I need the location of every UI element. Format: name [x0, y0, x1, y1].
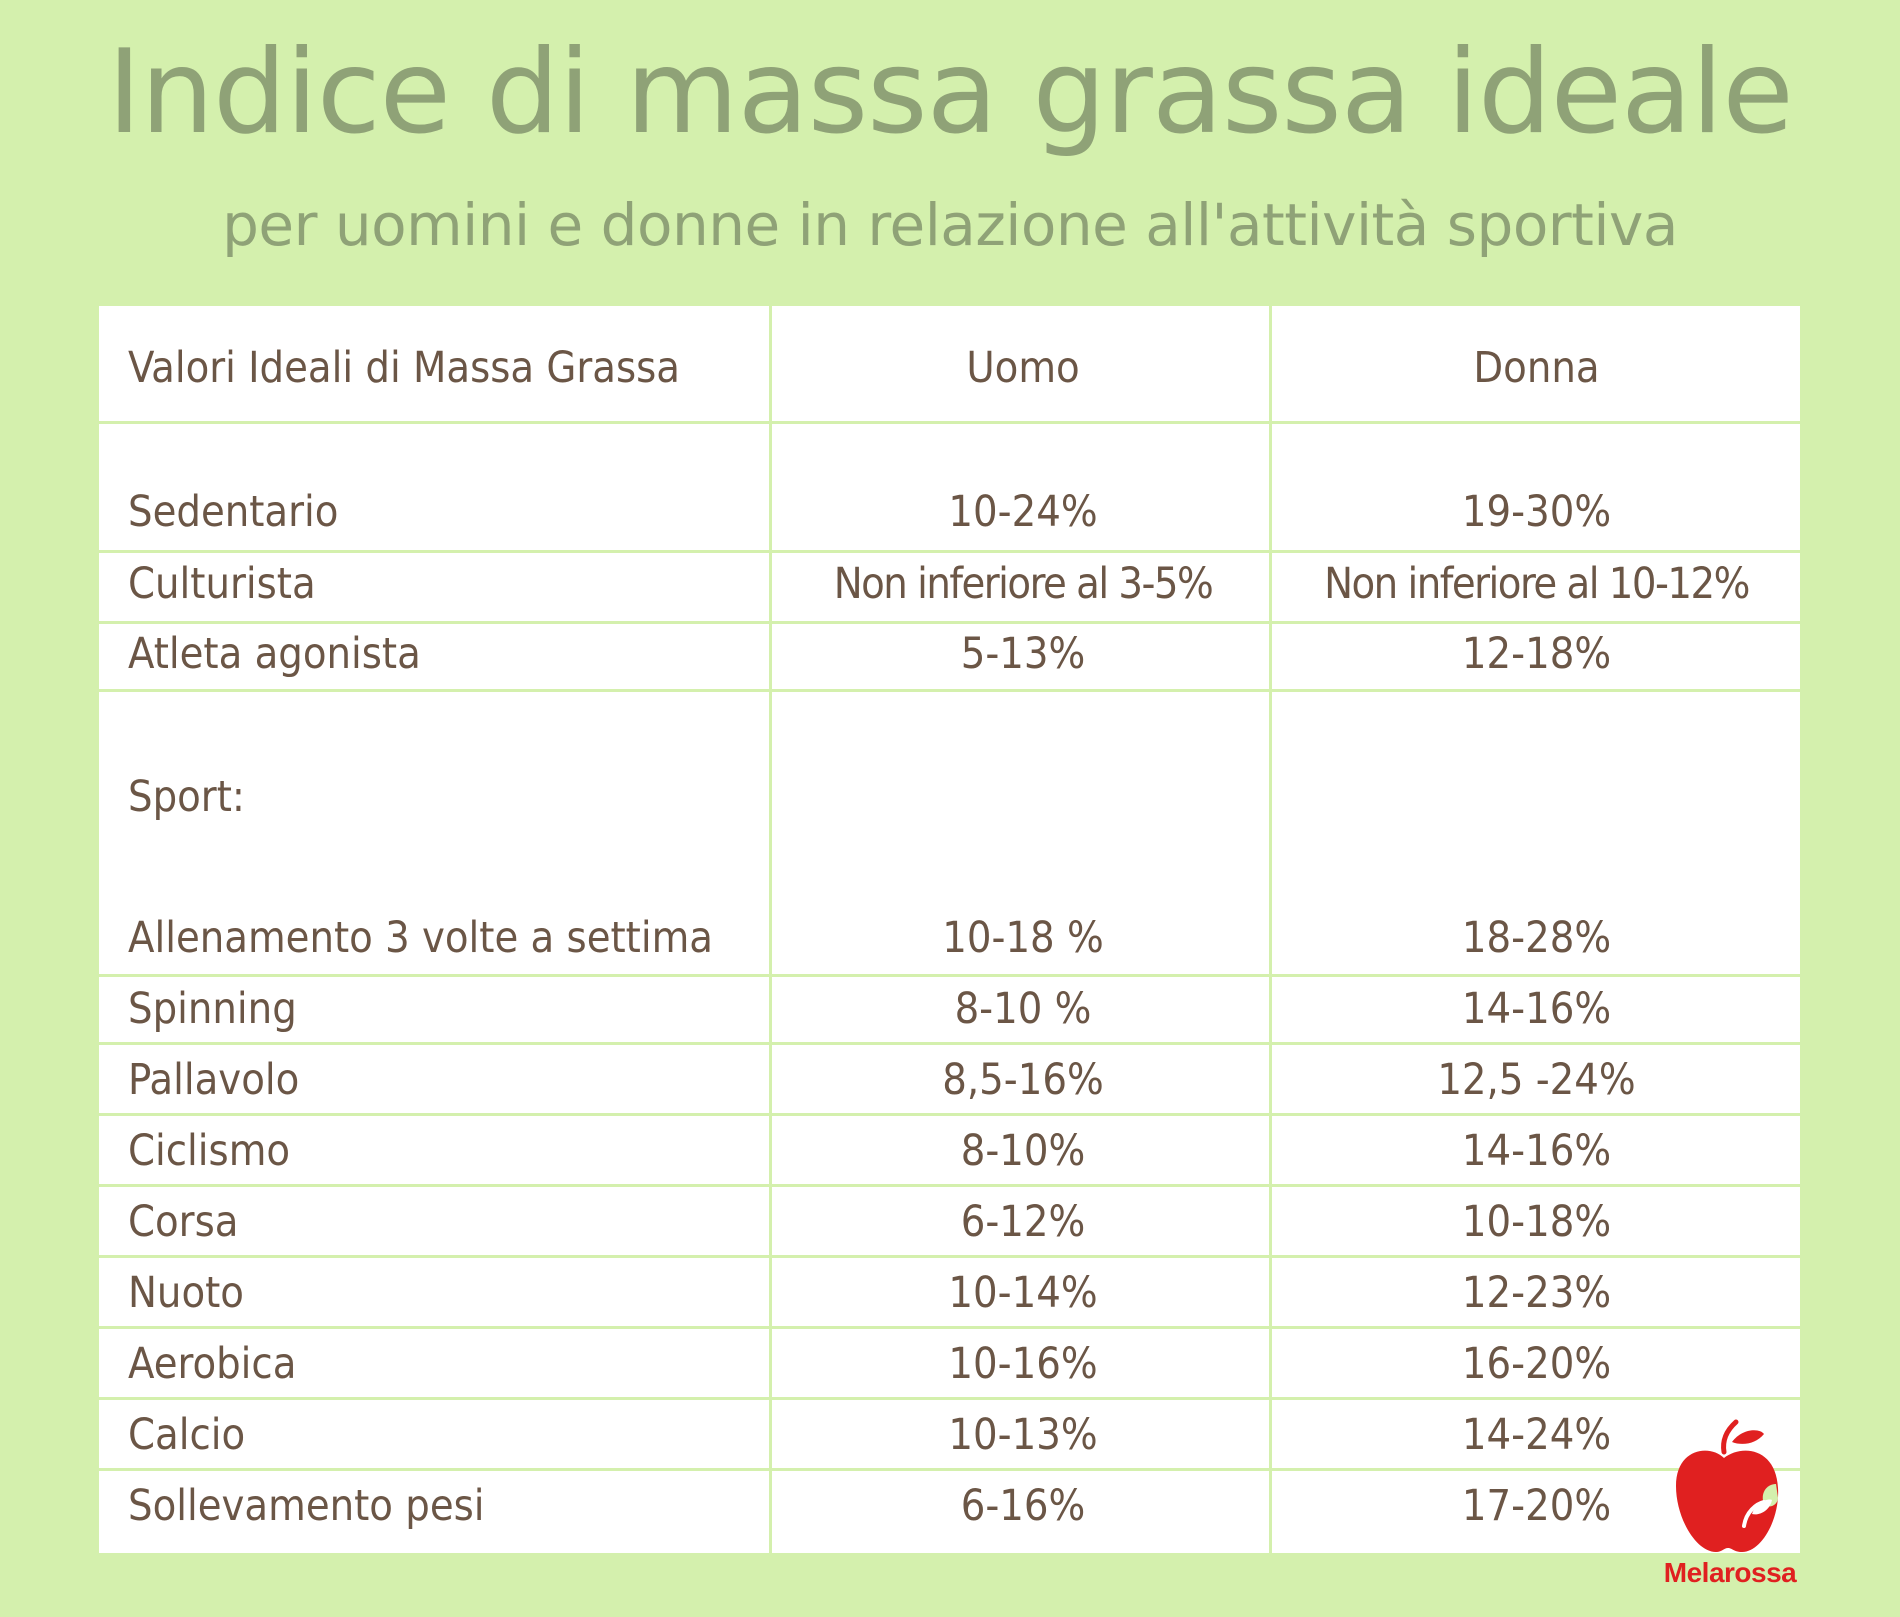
table-divider: [99, 974, 1800, 977]
row-value-uomo: 8-10 %: [954, 984, 1092, 1034]
row-value-uomo: 10-14%: [948, 1268, 1098, 1318]
row-value-donna: 14-16%: [1461, 1126, 1612, 1176]
row-value-donna: 18-28%: [1461, 913, 1612, 963]
page-title: Indice di massa grassa ideale: [107, 25, 1793, 160]
section-label: Sport:: [128, 772, 245, 822]
apple-icon: [1672, 1414, 1782, 1564]
table-divider: [99, 1113, 1800, 1116]
fat-mass-table: Valori Ideali di Massa Grassa Uomo Donna…: [99, 306, 1800, 1553]
row-value-donna: 16-20%: [1461, 1339, 1612, 1389]
table-divider: [99, 1326, 1800, 1329]
table-divider: [1269, 306, 1272, 1553]
row-label: Atleta agonista: [128, 629, 421, 679]
row-value-uomo: 10-16%: [948, 1339, 1098, 1389]
row-value-donna: Non inferiore al 10-12%: [1324, 559, 1750, 609]
row-label: Calcio: [128, 1410, 246, 1460]
row-label: Spinning: [128, 984, 297, 1034]
row-value-donna: 10-18%: [1461, 1197, 1612, 1247]
row-label: Nuoto: [128, 1268, 244, 1318]
header-uomo: Uomo: [966, 343, 1080, 393]
row-value-donna: 12-23%: [1461, 1268, 1612, 1318]
row-value-uomo: Non inferiore al 3-5%: [833, 559, 1214, 609]
row-value-uomo: 10-18 %: [942, 913, 1104, 963]
table-divider: [99, 1042, 1800, 1045]
row-value-donna: 12,5 -24%: [1437, 1055, 1636, 1105]
brand-logo-text: Melarossa: [1663, 1557, 1797, 1588]
table-divider: [99, 421, 1800, 424]
row-value-donna: 19-30%: [1461, 487, 1612, 537]
header-donna: Donna: [1473, 343, 1600, 393]
row-label: Sedentario: [128, 487, 339, 537]
row-value-uomo: 8-10%: [960, 1126, 1086, 1176]
row-label: Aerobica: [128, 1339, 297, 1389]
row-label: Allenamento 3 volte a settima: [128, 913, 713, 963]
header-category: Valori Ideali di Massa Grassa: [128, 343, 681, 393]
row-value-donna: 17-20%: [1461, 1481, 1612, 1531]
row-label: Sollevamento pesi: [128, 1481, 485, 1531]
row-value-donna: 14-24%: [1461, 1410, 1612, 1460]
row-value-uomo: 8,5-16%: [942, 1055, 1104, 1105]
row-label: Culturista: [128, 559, 316, 609]
table-divider: [99, 621, 1800, 624]
row-label: Pallavolo: [128, 1055, 300, 1105]
row-value-donna: 14-16%: [1461, 984, 1612, 1034]
table-divider: [99, 550, 1800, 553]
row-value-uomo: 10-13%: [948, 1410, 1098, 1460]
row-label: Corsa: [128, 1197, 239, 1247]
table-divider: [769, 306, 772, 1553]
row-value-uomo: 10-24%: [948, 487, 1098, 537]
row-label: Ciclismo: [128, 1126, 291, 1176]
table-divider: [99, 1468, 1800, 1471]
row-value-uomo: 6-16%: [960, 1481, 1086, 1531]
row-value-uomo: 6-12%: [960, 1197, 1086, 1247]
table-divider: [99, 1255, 1800, 1258]
row-value-uomo: 5-13%: [960, 629, 1086, 679]
row-value-donna: 12-18%: [1461, 629, 1612, 679]
table-divider: [99, 1184, 1800, 1187]
table-divider: [99, 689, 1800, 692]
page-subtitle: per uomini e donne in relazione all'atti…: [222, 191, 1678, 259]
table-divider: [99, 1397, 1800, 1400]
